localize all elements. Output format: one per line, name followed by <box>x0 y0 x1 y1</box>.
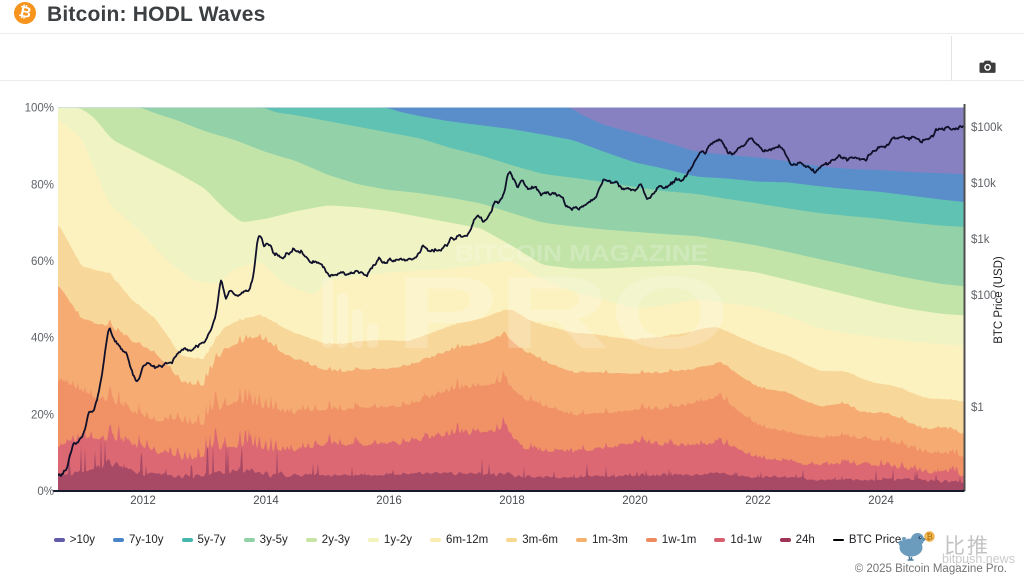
svg-text:$100: $100 <box>971 290 997 302</box>
svg-text:2016: 2016 <box>376 495 402 507</box>
svg-text:80%: 80% <box>31 179 54 191</box>
svg-text:$1k: $1k <box>971 234 990 246</box>
svg-text:40%: 40% <box>31 333 54 345</box>
svg-text:2024: 2024 <box>868 495 894 507</box>
svg-text:2022: 2022 <box>745 495 771 507</box>
svg-text:BTC Price (USD): BTC Price (USD) <box>993 256 1005 344</box>
svg-text:0%: 0% <box>37 486 54 498</box>
svg-text:BITCOIN MAGAZINE: BITCOIN MAGAZINE <box>455 240 708 266</box>
svg-text:2014: 2014 <box>253 495 279 507</box>
svg-text:100%: 100% <box>25 103 54 115</box>
svg-text:2020: 2020 <box>622 495 648 507</box>
svg-text:$10k: $10k <box>971 178 996 190</box>
svg-text:2018: 2018 <box>499 495 525 507</box>
svg-text:20%: 20% <box>31 409 54 421</box>
svg-text:₿: ₿ <box>926 533 933 542</box>
svg-text:$100k: $100k <box>971 122 1003 134</box>
svg-text:60%: 60% <box>31 256 54 268</box>
svg-text:2012: 2012 <box>130 495 156 507</box>
svg-text:$1: $1 <box>971 402 984 414</box>
svg-text:PRO: PRO <box>395 255 730 370</box>
